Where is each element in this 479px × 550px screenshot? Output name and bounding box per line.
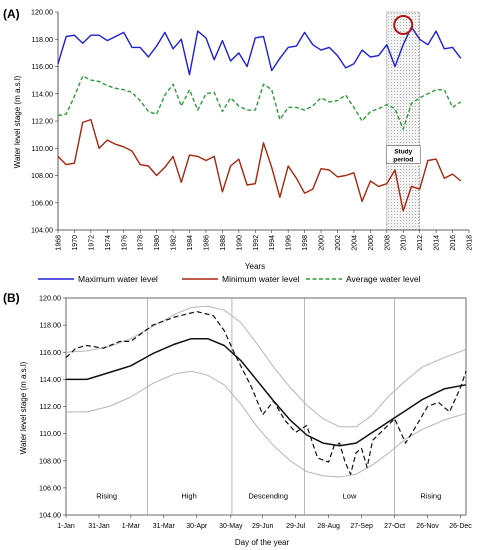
panel-a-ylabel: Water level stage (m a.s.l) [13,75,22,168]
panel-a-x-tick-label: 1986 [203,235,210,251]
panel-b-x-tick-label: 29-Jun [252,523,274,530]
panel-a-series-max [57,26,462,76]
panel-a-y-tick-label: 116.00 [32,62,53,71]
panel-a-x-tick-label: 2018 [467,235,474,251]
panel-b-y-tick-label: 120.00 [39,294,61,303]
panel-b-y-tick-label: 110.00 [40,429,61,438]
panel-a: (A) Study period 104.00 106.00 108.00 110.0… [3,7,474,284]
panel-a-x-tick-label: 1988 [220,235,227,251]
panel-a-x-tick-label: 1994 [269,235,276,251]
legend-label-max: Maximum water level [78,274,158,284]
panel-a-label: (A) [3,7,20,21]
panel-b-x-tick-label: 28-Aug [317,523,340,530]
panel-b-y-tick-label: 104.00 [39,511,61,520]
panel-a-x-tick-label: 2000 [319,235,326,251]
panel-a-x-tick-label: 2012 [417,235,424,251]
panel-b-x-tick-label: 1-Jan [57,523,75,530]
panel-a-x-tick-label: 1972 [88,235,95,251]
panel-b-dashed-line [65,311,467,475]
panel-a-x-tick-label: 1974 [105,235,112,251]
panel-a-y-tick-label: 112.00 [32,117,53,126]
panel-b-x-tick-label: 27-Oct [384,523,405,530]
panel-a-x-tick-label: 1996 [286,235,293,251]
panel-b-y-tick-label: 116.00 [40,348,61,357]
panel-a-x-tick-label: 2016 [450,235,457,251]
panel-a-x-tick-label: 1968 [56,235,63,251]
phase-label: High [181,492,196,501]
phase-label: Low [343,492,357,501]
panel-b-y-tick-label: 118.00 [40,321,61,330]
panel-b-x-tick-label: 31-Mar [153,523,176,530]
panel-b-lower-envelope [66,370,467,478]
legend-label-min: Minimum water level [222,274,300,284]
panel-b-x-tick-label: 29-Jul [286,523,306,530]
panel-a-x-tick-label: 2008 [384,235,391,251]
panel-a-x-tick-label: 1998 [302,235,309,251]
panel-b-x-tick-label: 26-Nov [416,523,439,530]
panel-b-ylabel: Water level stage (m a.s.l) [19,361,28,454]
panel-b-x-tick-label: 30-May [219,523,243,530]
phase-label: Descending [248,492,288,501]
panel-a-x-tick-label: 1980 [154,235,161,251]
study-period-label-box [385,145,421,164]
panel-a-y-tick-label: 114.00 [32,89,53,98]
panel-b: (B) 104.00 106.00 108.00 110.00 112.00 114.00… [3,291,472,547]
highlight-circle [393,14,414,35]
panel-a-y-tick-label: 118.00 [32,35,53,44]
panel-a-xlabel: Years [245,262,265,271]
panel-a-x-tick-label: 1992 [253,235,260,251]
panel-a-series-min [57,118,462,212]
panel-a-x-tick-label: 1990 [236,235,243,251]
panel-a-x-tick-label: 1970 [72,235,79,251]
panel-b-y-tick-label: 114.00 [40,375,61,384]
panel-a-x-tick-label: 2006 [368,235,375,251]
panel-b-x-tick-label: 30-Apr [186,523,208,530]
study-period-shade [386,11,420,231]
panel-a-x-tick-label: 1984 [187,235,194,251]
panel-b-xlabel: Day of the year [235,538,290,547]
panel-b-x-tick-label: 27-Sep [350,523,373,530]
panel-b-label: (B) [3,291,20,305]
panel-a-x-tick-label: 2014 [434,235,441,251]
panel-b-mean-line [66,337,467,447]
panel-b-y-tick-label: 112.00 [40,402,61,411]
panel-a-series-avg [57,75,462,130]
legend: Maximum water level Minimum water level Av… [38,274,421,284]
panel-a-x-tick-label: 1982 [171,235,178,251]
panel-a-x-tick-label: 1976 [121,235,128,251]
panel-a-x-tick-label: 1978 [138,235,145,251]
panel-b-x-tick-label: 26-Dec [449,523,472,530]
study-period-label-line-1: Study [394,149,412,156]
panel-a-x-tick-label: 2002 [335,235,342,251]
panel-a-y-tick-label: 108.00 [31,171,53,180]
panel-a-x-tick-label: 2010 [401,235,408,251]
panel-b-y-tick-label: 106.00 [39,483,61,492]
panel-b-upper-envelope [65,305,467,428]
panel-a-y-tick-label: 104.00 [31,226,53,235]
panel-a-y-tick-label: 110.00 [32,144,53,153]
panel-b-x-tick-label: 1-Mar [122,523,141,530]
panel-b-y-tick-label: 108.00 [39,456,61,465]
panel-b-frame [65,297,467,516]
legend-label-avg: Average water level [346,274,421,284]
panel-a-x-tick-label: 2004 [351,235,358,251]
phase-label: Rising [96,492,117,501]
panel-a-y-tick-label: 106.00 [31,198,53,207]
phase-label: Rising [420,492,441,501]
panel-b-x-tick-label: 31-Jan [88,523,110,530]
panel-a-y-tick-label: 120.00 [31,8,53,17]
study-period-label-line-2: period [393,157,413,164]
